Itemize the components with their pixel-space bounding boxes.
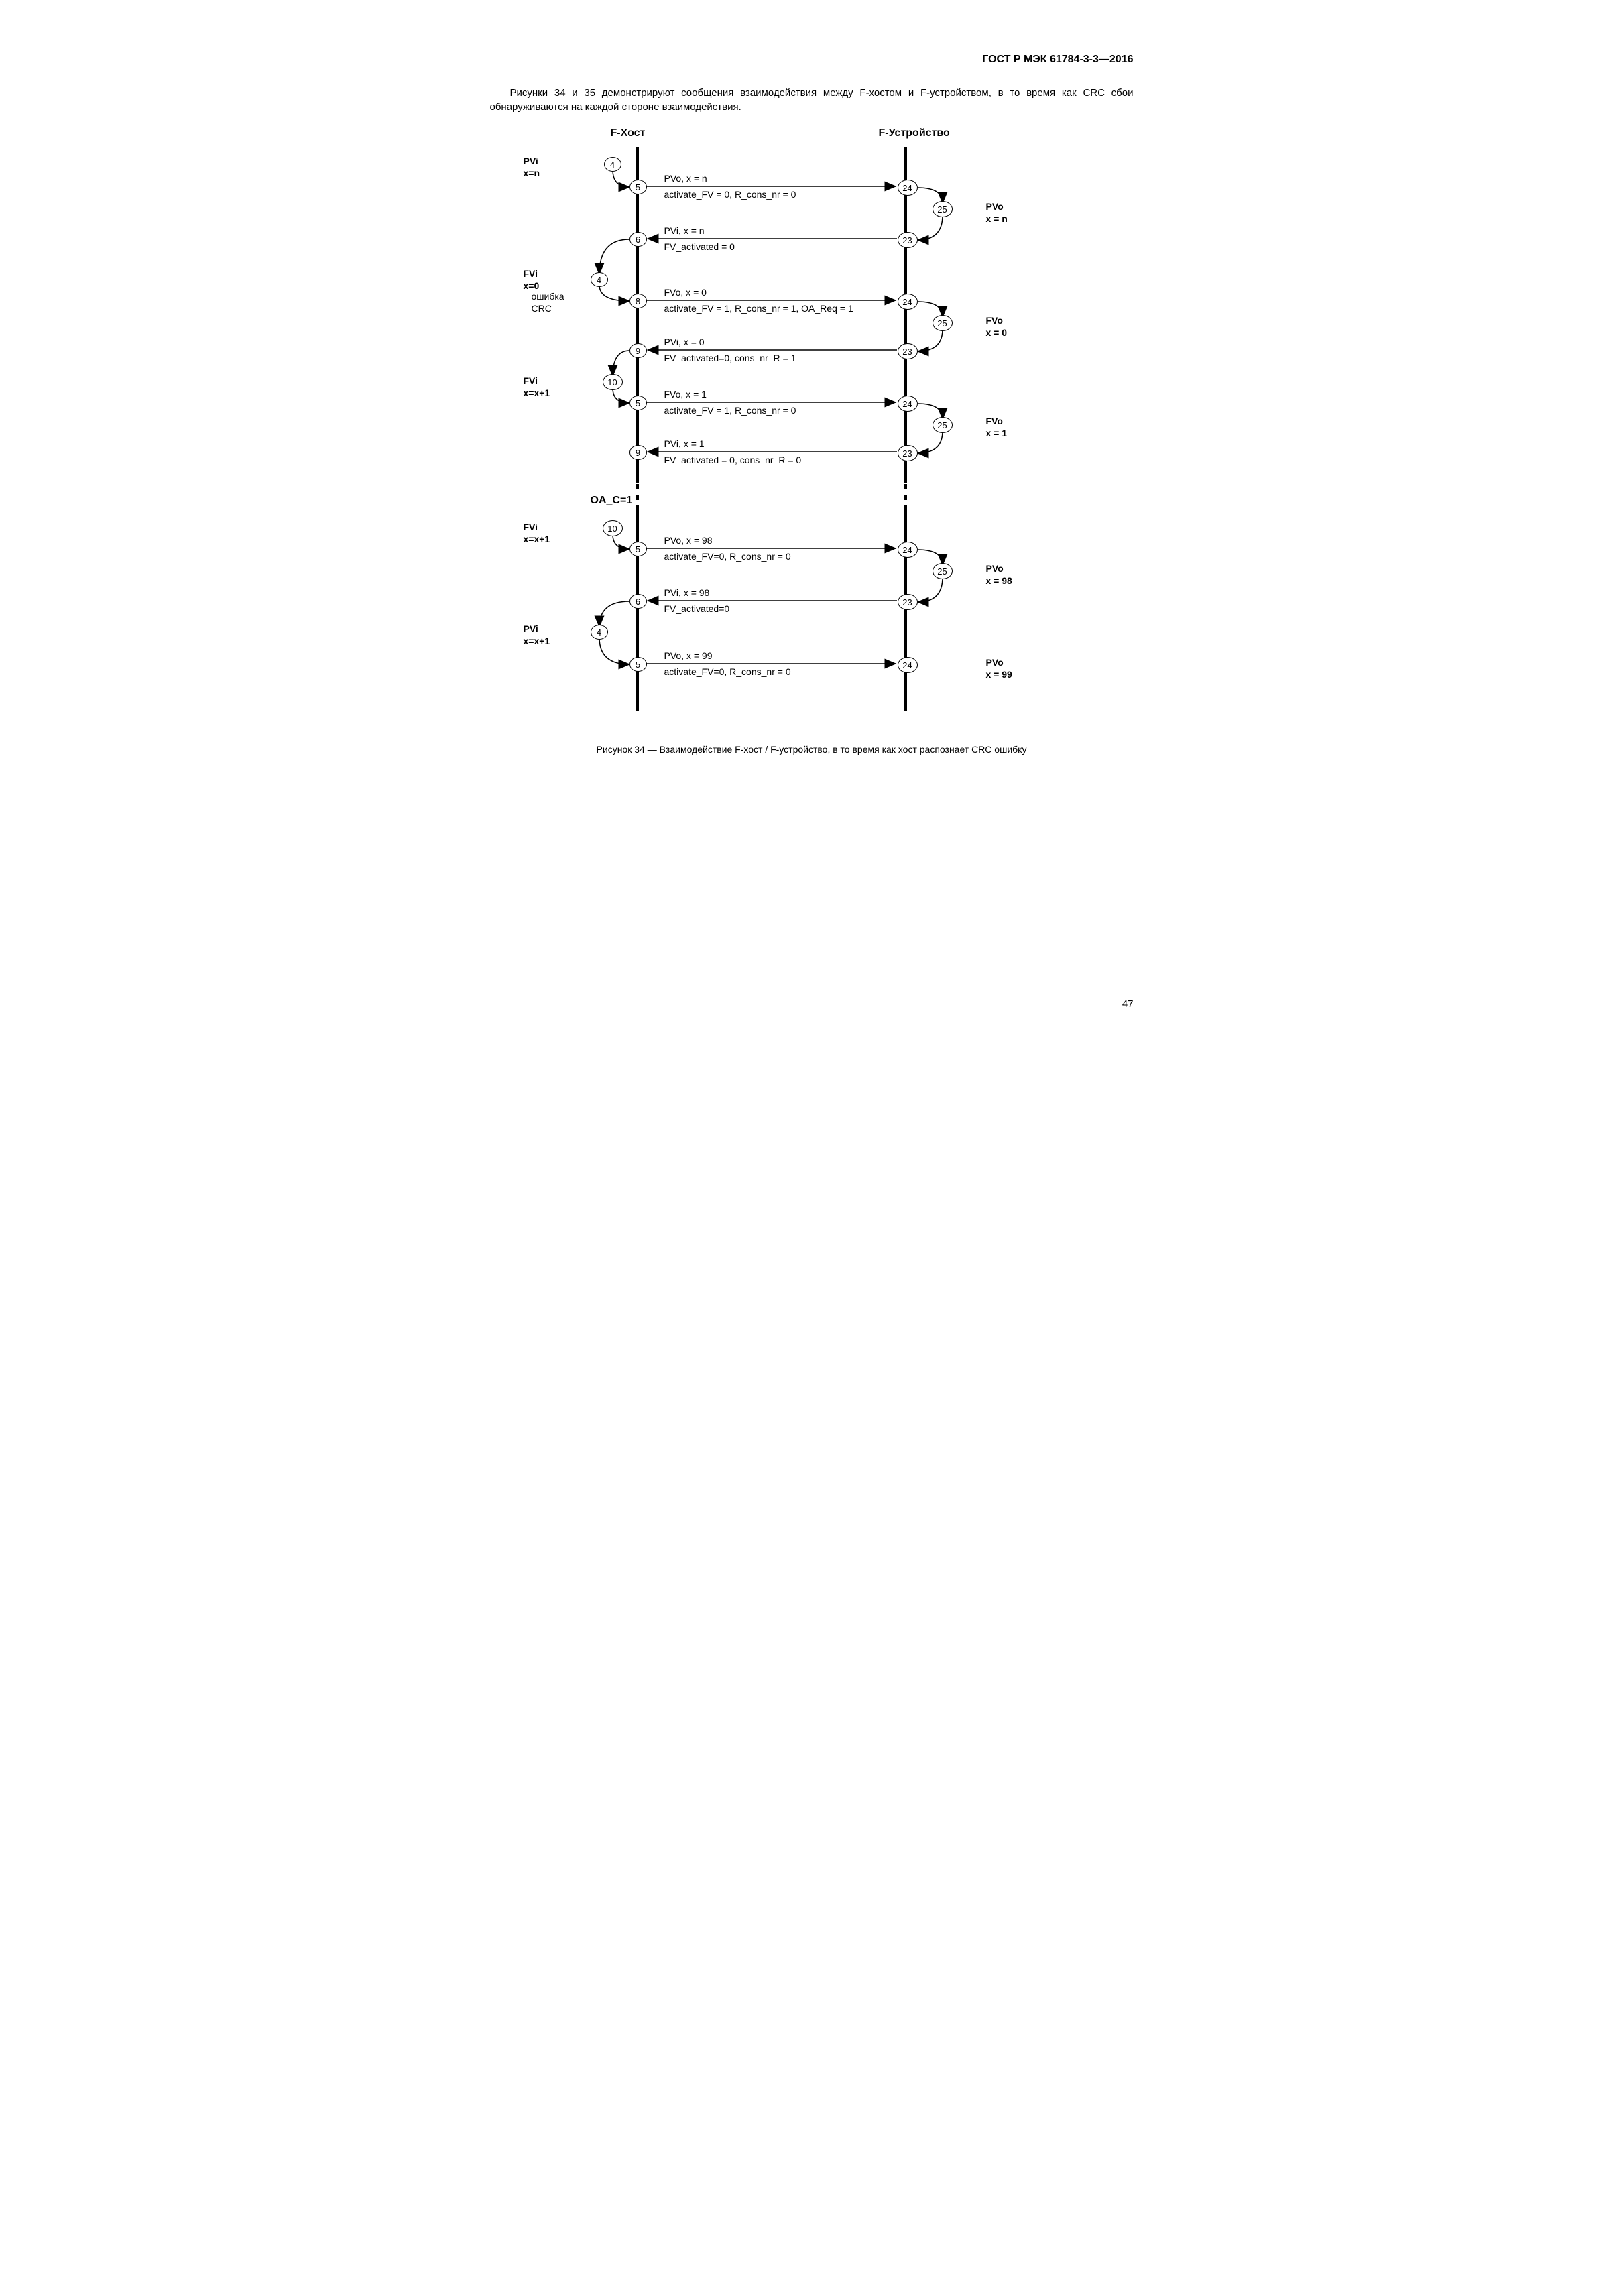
lifeline-host-top (636, 147, 639, 483)
message-sublabel: FV_activated = 0 (664, 241, 735, 252)
state-node: 4 (604, 157, 621, 172)
state-node: 5 (629, 180, 647, 194)
side-label: FVox = 1 (986, 416, 1008, 439)
state-node: 6 (629, 232, 647, 247)
side-label: FVix=x+1 (524, 522, 550, 545)
state-node: 9 (629, 445, 647, 460)
figure-caption: Рисунок 34 — Взаимодействие F-хост / F-у… (490, 744, 1134, 755)
state-node: 23 (898, 232, 918, 248)
lifeline-host-dash (636, 484, 639, 489)
state-node: 8 (629, 294, 647, 308)
state-node: 23 (898, 594, 918, 610)
message-label: PVo, x = 98 (664, 535, 713, 546)
side-label: PVox = 99 (986, 657, 1012, 680)
lifeline-label-device: F-Устройство (879, 127, 950, 139)
document-page: ГОСТ Р МЭК 61784-3-3—2016 Рисунки 34 и 3… (443, 0, 1181, 1043)
state-node: 4 (591, 272, 608, 287)
state-node: 23 (898, 445, 918, 461)
state-node: 24 (898, 294, 918, 310)
state-node: 6 (629, 594, 647, 609)
state-node: 24 (898, 180, 918, 196)
state-node: 25 (933, 315, 953, 331)
section-label: OA_C=1 (591, 495, 633, 507)
lifeline-device-dash (904, 495, 907, 500)
state-node: 5 (629, 657, 647, 672)
lifeline-host-dash (636, 495, 639, 500)
message-label: PVi, x = 0 (664, 337, 705, 347)
message-label: FVo, x = 1 (664, 389, 707, 400)
message-sublabel: FV_activated=0 (664, 603, 730, 614)
side-label: PVix=x+1 (524, 623, 550, 647)
message-label: PVi, x = 98 (664, 587, 710, 598)
diagram-arrows-svg (490, 127, 1134, 717)
state-node: 4 (591, 625, 608, 640)
state-node: 5 (629, 396, 647, 410)
lifeline-device-top (904, 147, 907, 483)
state-node: 24 (898, 542, 918, 558)
side-label: PVix=n (524, 156, 540, 179)
message-sublabel: activate_FV=0, R_cons_nr = 0 (664, 666, 791, 677)
lifeline-host-bottom (636, 509, 639, 711)
side-label: FVix=0 (524, 268, 540, 292)
message-sublabel: activate_FV=0, R_cons_nr = 0 (664, 551, 791, 562)
sequence-diagram: F-Хост F-Устройство OA_C=1 PVix=n FVix=0ошиб… (490, 127, 1134, 717)
lifeline-host-dash (636, 505, 639, 511)
side-label: FVix=x+1 (524, 375, 550, 399)
message-sublabel: activate_FV = 1, R_cons_nr = 1, OA_Req =… (664, 303, 853, 314)
state-node: 25 (933, 201, 953, 217)
state-node: 10 (603, 374, 623, 390)
message-label: PVo, x = 99 (664, 650, 713, 661)
state-node: 24 (898, 657, 918, 673)
side-label: ошибкаCRC (532, 291, 564, 314)
lifeline-label-host: F-Хост (611, 127, 646, 139)
message-label: PVi, x = 1 (664, 438, 705, 449)
intro-paragraph: Рисунки 34 и 35 демонстрируют сообщения … (490, 86, 1134, 114)
state-node: 25 (933, 417, 953, 433)
message-sublabel: FV_activated=0, cons_nr_R = 1 (664, 353, 796, 363)
state-node: 9 (629, 343, 647, 358)
lifeline-device-bottom (904, 509, 907, 711)
state-node: 5 (629, 542, 647, 556)
side-label: PVox = n (986, 201, 1008, 225)
message-label: FVo, x = 0 (664, 287, 707, 298)
message-sublabel: activate_FV = 1, R_cons_nr = 0 (664, 405, 796, 416)
state-node: 23 (898, 343, 918, 359)
lifeline-device-dash (904, 505, 907, 511)
state-node: 24 (898, 396, 918, 412)
message-label: PVo, x = n (664, 173, 707, 184)
message-label: PVi, x = n (664, 225, 705, 236)
message-sublabel: FV_activated = 0, cons_nr_R = 0 (664, 455, 802, 465)
side-label: PVox = 98 (986, 563, 1012, 587)
state-node: 25 (933, 563, 953, 579)
document-header: ГОСТ Р МЭК 61784-3-3—2016 (490, 54, 1134, 66)
page-number: 47 (1122, 998, 1134, 1010)
side-label: FVox = 0 (986, 315, 1008, 339)
message-sublabel: activate_FV = 0, R_cons_nr = 0 (664, 189, 796, 200)
lifeline-device-dash (904, 484, 907, 489)
state-node: 10 (603, 520, 623, 536)
